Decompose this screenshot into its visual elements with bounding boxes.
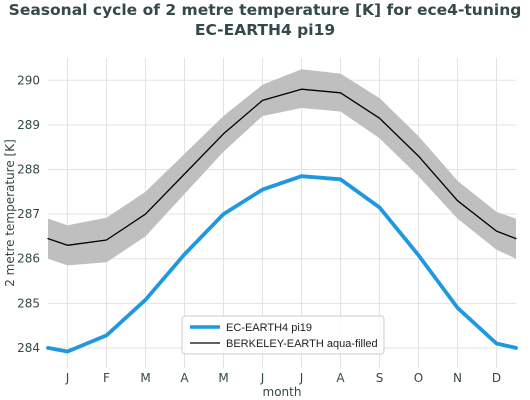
x-tick-label: S: [376, 371, 384, 385]
x-tick-label: O: [414, 371, 423, 385]
y-axis-label: 2 metre temperature [K]: [3, 139, 17, 287]
x-tick-label: A: [336, 371, 345, 385]
x-tick-label: D: [492, 371, 501, 385]
x-tick-label: J: [260, 371, 265, 385]
series-lines: [46, 88, 518, 354]
chart-title-line1: Seasonal cycle of 2 metre temperature [K…: [8, 1, 522, 19]
band-group: [48, 69, 516, 266]
x-tick-label: J: [65, 371, 70, 385]
chart-title: Seasonal cycle of 2 metre temperature [K…: [0, 0, 530, 40]
legend: EC-EARTH4 pi19 BERKELEY-EARTH aqua-fille…: [181, 315, 385, 355]
legend-label-berkeley: BERKELEY-EARTH aqua-filled: [226, 338, 378, 350]
y-tick-label: 284: [17, 341, 40, 355]
x-tick-label: F: [103, 371, 110, 385]
y-tick-label: 288: [17, 163, 40, 177]
legend-box: [181, 315, 385, 355]
y-tick-label: 287: [17, 207, 40, 221]
x-tick-label: M: [218, 371, 228, 385]
y-tick-label: 290: [17, 73, 40, 87]
x-tick-label: M: [140, 371, 150, 385]
ecearth4-line: [46, 174, 518, 354]
x-tick-label: N: [453, 371, 462, 385]
legend-label-ecearth4: EC-EARTH4 pi19: [226, 322, 312, 334]
berkeley-uncertainty-band: [48, 69, 516, 266]
x-axis-label: month: [263, 385, 302, 399]
y-tick-label: 285: [17, 296, 40, 310]
y-tick-label: 289: [17, 118, 40, 132]
x-tick-label: A: [180, 371, 189, 385]
y-tick-labels: 284 285 286 287 288 289 290: [17, 73, 40, 355]
berkeley-line: [47, 88, 517, 246]
y-tick-label: 286: [17, 252, 40, 266]
chart-subtitle: EC-EARTH4 pi19: [194, 21, 336, 39]
x-tick-label: J: [299, 371, 304, 385]
